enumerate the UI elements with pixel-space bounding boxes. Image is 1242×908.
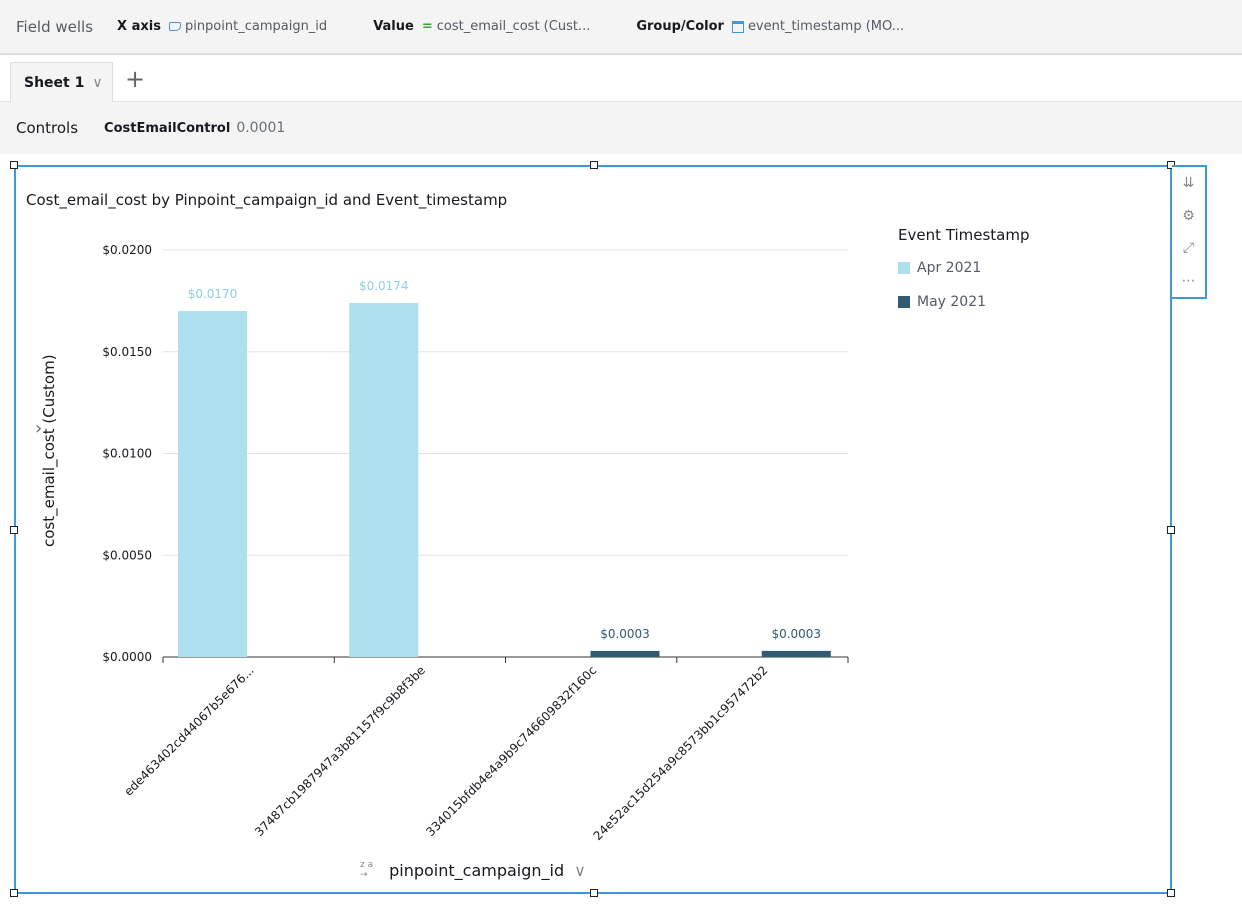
resize-handle[interactable]	[10, 161, 18, 169]
value-label: Value	[373, 19, 414, 34]
value-well[interactable]: Value = cost_email_cost (Cust...	[373, 19, 590, 34]
x-axis-label: X axis	[117, 19, 161, 34]
add-sheet-button[interactable]: +	[125, 65, 146, 93]
x-tick-label: 334015bfdb4e4a9b9c746609832f160c	[423, 663, 599, 839]
group-color-well[interactable]: Group/Color event_timestamp (MO...	[636, 19, 904, 34]
bar-may-2021	[590, 650, 660, 657]
legend-title: Event Timestamp	[898, 226, 1030, 244]
dimension-icon	[168, 22, 181, 31]
measure-icon: =	[421, 19, 433, 34]
x-axis-title-area: z a → pinpoint_campaign_id ∨	[360, 860, 586, 880]
y-tick-label: $0.0000	[102, 650, 152, 664]
legend-swatch	[898, 262, 910, 274]
gear-icon[interactable]: ⚙	[1182, 207, 1195, 224]
resize-handle[interactable]	[1167, 526, 1175, 534]
chevron-right-icon[interactable]: ›	[35, 418, 43, 439]
x-tick-label: 37487cb1987947a3b81157f9c9b8f3be	[252, 663, 428, 839]
data-label: $0.0174	[359, 279, 409, 293]
x-axis-title[interactable]: pinpoint_campaign_id	[389, 860, 565, 880]
control-value[interactable]: 0.0001	[236, 120, 286, 136]
x-tick-label: ede463402cd44067b5e676...	[121, 663, 256, 798]
legend-label: May 2021	[917, 294, 987, 310]
legend-label: Apr 2021	[917, 260, 982, 276]
group-color-label: Group/Color	[636, 19, 724, 34]
data-label: $0.0003	[600, 627, 650, 641]
control-name[interactable]: CostEmailControl	[104, 120, 231, 136]
more-icon[interactable]: ⋯	[1181, 272, 1196, 289]
chart-title: Cost_email_cost by Pinpoint_campaign_id …	[26, 191, 508, 209]
resize-handle[interactable]	[590, 161, 598, 169]
field-wells-label[interactable]: Field wells	[16, 17, 94, 36]
bar-apr-2021	[178, 311, 247, 657]
tab-sheet-1[interactable]: Sheet 1 ∨	[10, 62, 113, 102]
controls-label[interactable]: Controls	[16, 119, 79, 137]
bar-apr-2021	[349, 302, 419, 657]
resize-handle[interactable]	[1167, 889, 1175, 897]
expand-icon[interactable]: ⤢	[1182, 240, 1195, 257]
controls-bar: Controls CostEmailControl 0.0001	[0, 102, 1242, 154]
resize-handle[interactable]	[10, 889, 18, 897]
x-axis-value: pinpoint_campaign_id	[184, 19, 328, 34]
calendar-icon	[731, 20, 744, 33]
y-tick-label: $0.0200	[102, 243, 152, 257]
legend-item-may[interactable]: May 2021	[898, 294, 1029, 310]
field-wells-bar: Field wells X axis pinpoint_campaign_id V…	[0, 0, 1242, 55]
chevron-down-icon[interactable]: ∨	[574, 860, 586, 880]
resize-handle[interactable]	[10, 526, 18, 534]
bar-may-2021	[761, 650, 831, 657]
sheet-tabs: Sheet 1 ∨ +	[0, 57, 1242, 102]
data-label: $0.0003	[771, 627, 821, 641]
resize-handle[interactable]	[590, 889, 598, 897]
legend-item-apr[interactable]: Apr 2021	[898, 260, 1029, 276]
legend: Event Timestamp Apr 2021 May 2021	[898, 226, 1029, 328]
y-tick-label: $0.0150	[102, 345, 152, 359]
data-label: $0.0170	[188, 287, 238, 301]
legend-swatch	[898, 296, 910, 308]
y-tick-label: $0.0100	[102, 447, 152, 461]
x-axis-well[interactable]: X axis pinpoint_campaign_id	[117, 19, 327, 34]
sort-icon[interactable]: z a →	[360, 860, 374, 880]
chevron-down-icon[interactable]: ∨	[92, 74, 103, 91]
visual-menu: ⇊ ⚙ ⤢ ⋯	[1172, 165, 1207, 299]
tab-label: Sheet 1	[24, 74, 85, 91]
y-tick-label: $0.0050	[102, 548, 152, 562]
x-tick-label: 24e52ac15d254a9c8573bb1c957472b2	[591, 663, 771, 843]
value-value: cost_email_cost (Cust...	[436, 19, 591, 34]
group-color-value: event_timestamp (MO...	[747, 19, 905, 34]
collapse-icon[interactable]: ⇊	[1182, 175, 1195, 192]
